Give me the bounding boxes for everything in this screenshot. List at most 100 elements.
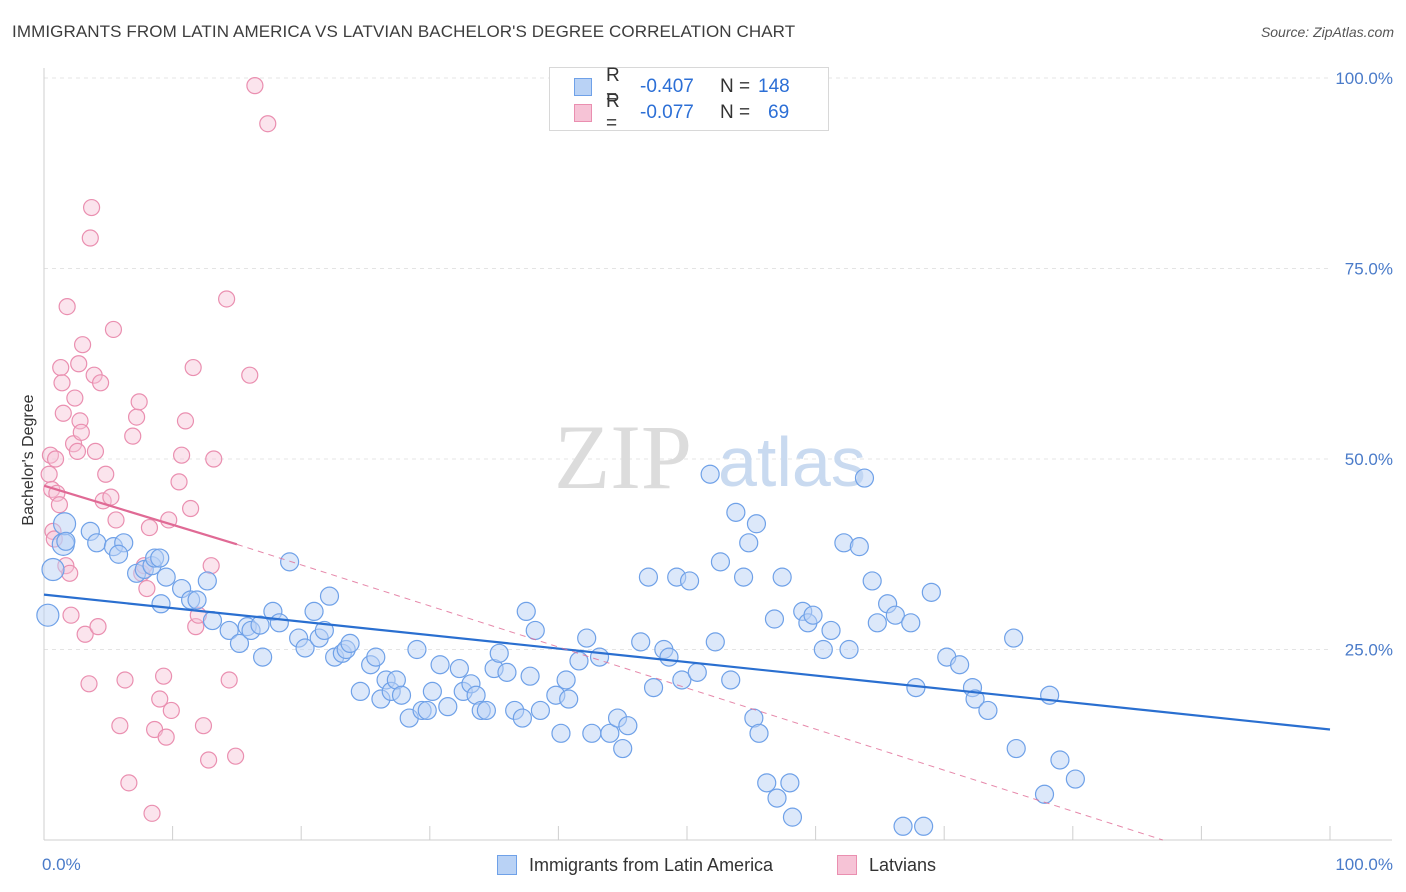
data-point-latin-america xyxy=(978,700,998,721)
data-point-latin-america xyxy=(764,609,785,629)
data-point-latvians xyxy=(86,442,105,460)
watermark-zip: ZIP xyxy=(554,406,692,508)
legend-n-label: N = xyxy=(720,102,751,123)
data-point-latin-america xyxy=(512,708,532,728)
data-point-latvians xyxy=(120,774,138,792)
data-point-latin-america xyxy=(618,716,638,736)
x-tick-label: 100.0% xyxy=(1335,855,1393,874)
data-point-latin-america xyxy=(739,533,759,553)
data-point-latvians xyxy=(104,320,123,339)
data-point-latin-america xyxy=(41,557,65,582)
data-point-latvians xyxy=(91,374,110,392)
data-point-latin-america xyxy=(782,807,803,827)
bottom-legend-blue: Immigrants from Latin America xyxy=(497,852,773,878)
data-point-latin-america xyxy=(772,567,792,587)
data-point-latvians xyxy=(202,557,220,575)
data-point-latin-america xyxy=(749,723,769,743)
data-point-latin-america xyxy=(767,788,787,808)
data-point-latin-america xyxy=(705,632,725,652)
data-point-latin-america xyxy=(319,586,340,606)
data-point-latin-america xyxy=(250,615,270,635)
data-point-latin-america xyxy=(659,647,679,667)
data-point-latvians xyxy=(54,404,72,422)
data-point-latin-america xyxy=(530,700,550,721)
axes xyxy=(43,68,1392,841)
data-point-latin-america xyxy=(417,700,437,721)
data-point-latin-america xyxy=(780,773,800,793)
data-point-latin-america xyxy=(1006,738,1026,759)
y-tick-label: 100.0% xyxy=(1335,69,1393,88)
legend-n-value: 69 xyxy=(768,102,790,123)
data-point-latvians xyxy=(81,229,99,247)
legend-row-pink: R = -0.077 N = 69 xyxy=(574,91,790,134)
data-point-latin-america xyxy=(391,685,412,705)
data-point-latvians xyxy=(241,366,259,384)
data-point-latvians xyxy=(170,473,188,491)
watermark: ZIP atlas xyxy=(554,406,866,508)
data-point-latin-america xyxy=(253,647,273,667)
data-point-latvians xyxy=(140,518,159,537)
data-point-latin-america xyxy=(901,613,921,633)
data-point-latin-america xyxy=(679,571,700,591)
source-credit: Source: ZipAtlas.com xyxy=(1260,24,1394,40)
data-point-latin-america xyxy=(202,610,223,631)
bottom-legend-swatch-blue xyxy=(497,855,517,875)
data-point-latin-america xyxy=(803,605,823,625)
data-point-latvians xyxy=(151,690,169,708)
data-point-latvians xyxy=(89,618,107,636)
data-point-latin-america xyxy=(422,681,442,702)
data-point-latvians xyxy=(73,336,92,354)
data-point-latin-america xyxy=(489,643,509,663)
data-point-latvians xyxy=(143,804,161,822)
data-point-latin-america xyxy=(577,628,597,648)
data-point-latvians xyxy=(40,465,58,483)
data-point-latin-america xyxy=(965,689,985,709)
data-point-latvians xyxy=(107,511,125,529)
data-point-latvians xyxy=(62,606,80,624)
data-point-latin-america xyxy=(559,689,579,709)
data-point-latvians xyxy=(97,465,115,483)
data-point-latin-america xyxy=(87,533,107,553)
data-point-latvians xyxy=(246,77,264,95)
bottom-legend-label-blue: Immigrants from Latin America xyxy=(529,854,774,875)
data-point-latvians xyxy=(50,496,69,514)
data-point-latin-america xyxy=(556,670,576,690)
data-point-latvians xyxy=(157,728,175,746)
data-point-latvians xyxy=(130,393,148,411)
data-point-latvians xyxy=(173,446,191,464)
data-point-latin-america xyxy=(839,639,859,660)
data-point-latin-america xyxy=(569,651,589,671)
data-point-latin-america xyxy=(589,647,610,667)
data-point-latin-america xyxy=(582,723,602,743)
data-point-latin-america xyxy=(1004,628,1024,648)
data-point-latvians xyxy=(124,427,142,445)
data-point-latin-america xyxy=(746,514,767,534)
data-point-latin-america xyxy=(710,552,731,572)
data-point-latin-america xyxy=(849,537,869,557)
data-point-latvians xyxy=(46,450,65,468)
grid-lines xyxy=(44,77,1330,650)
data-point-latvians xyxy=(200,751,218,769)
y-tick-label: 50.0% xyxy=(1345,450,1393,469)
data-point-latin-america xyxy=(269,613,289,633)
latvians-points xyxy=(40,77,277,822)
data-point-latin-america xyxy=(700,464,720,484)
data-point-latin-america xyxy=(430,655,450,675)
y-tick-label: 25.0% xyxy=(1345,641,1393,660)
data-point-latin-america xyxy=(733,567,754,587)
data-point-latvians xyxy=(80,675,98,693)
data-point-latvians xyxy=(194,717,213,735)
data-point-latvians xyxy=(66,389,84,407)
legend-swatch-pink xyxy=(574,104,592,122)
data-point-latvians xyxy=(70,355,88,373)
data-point-latin-america xyxy=(726,502,746,522)
data-point-latvians xyxy=(72,423,90,441)
data-point-latvians xyxy=(162,701,180,720)
data-point-latvians xyxy=(116,671,134,689)
data-point-latin-america xyxy=(449,658,469,679)
data-point-latvians xyxy=(102,488,120,506)
data-point-latin-america xyxy=(950,655,970,675)
data-point-latin-america xyxy=(438,697,458,717)
data-point-latin-america xyxy=(108,544,129,564)
